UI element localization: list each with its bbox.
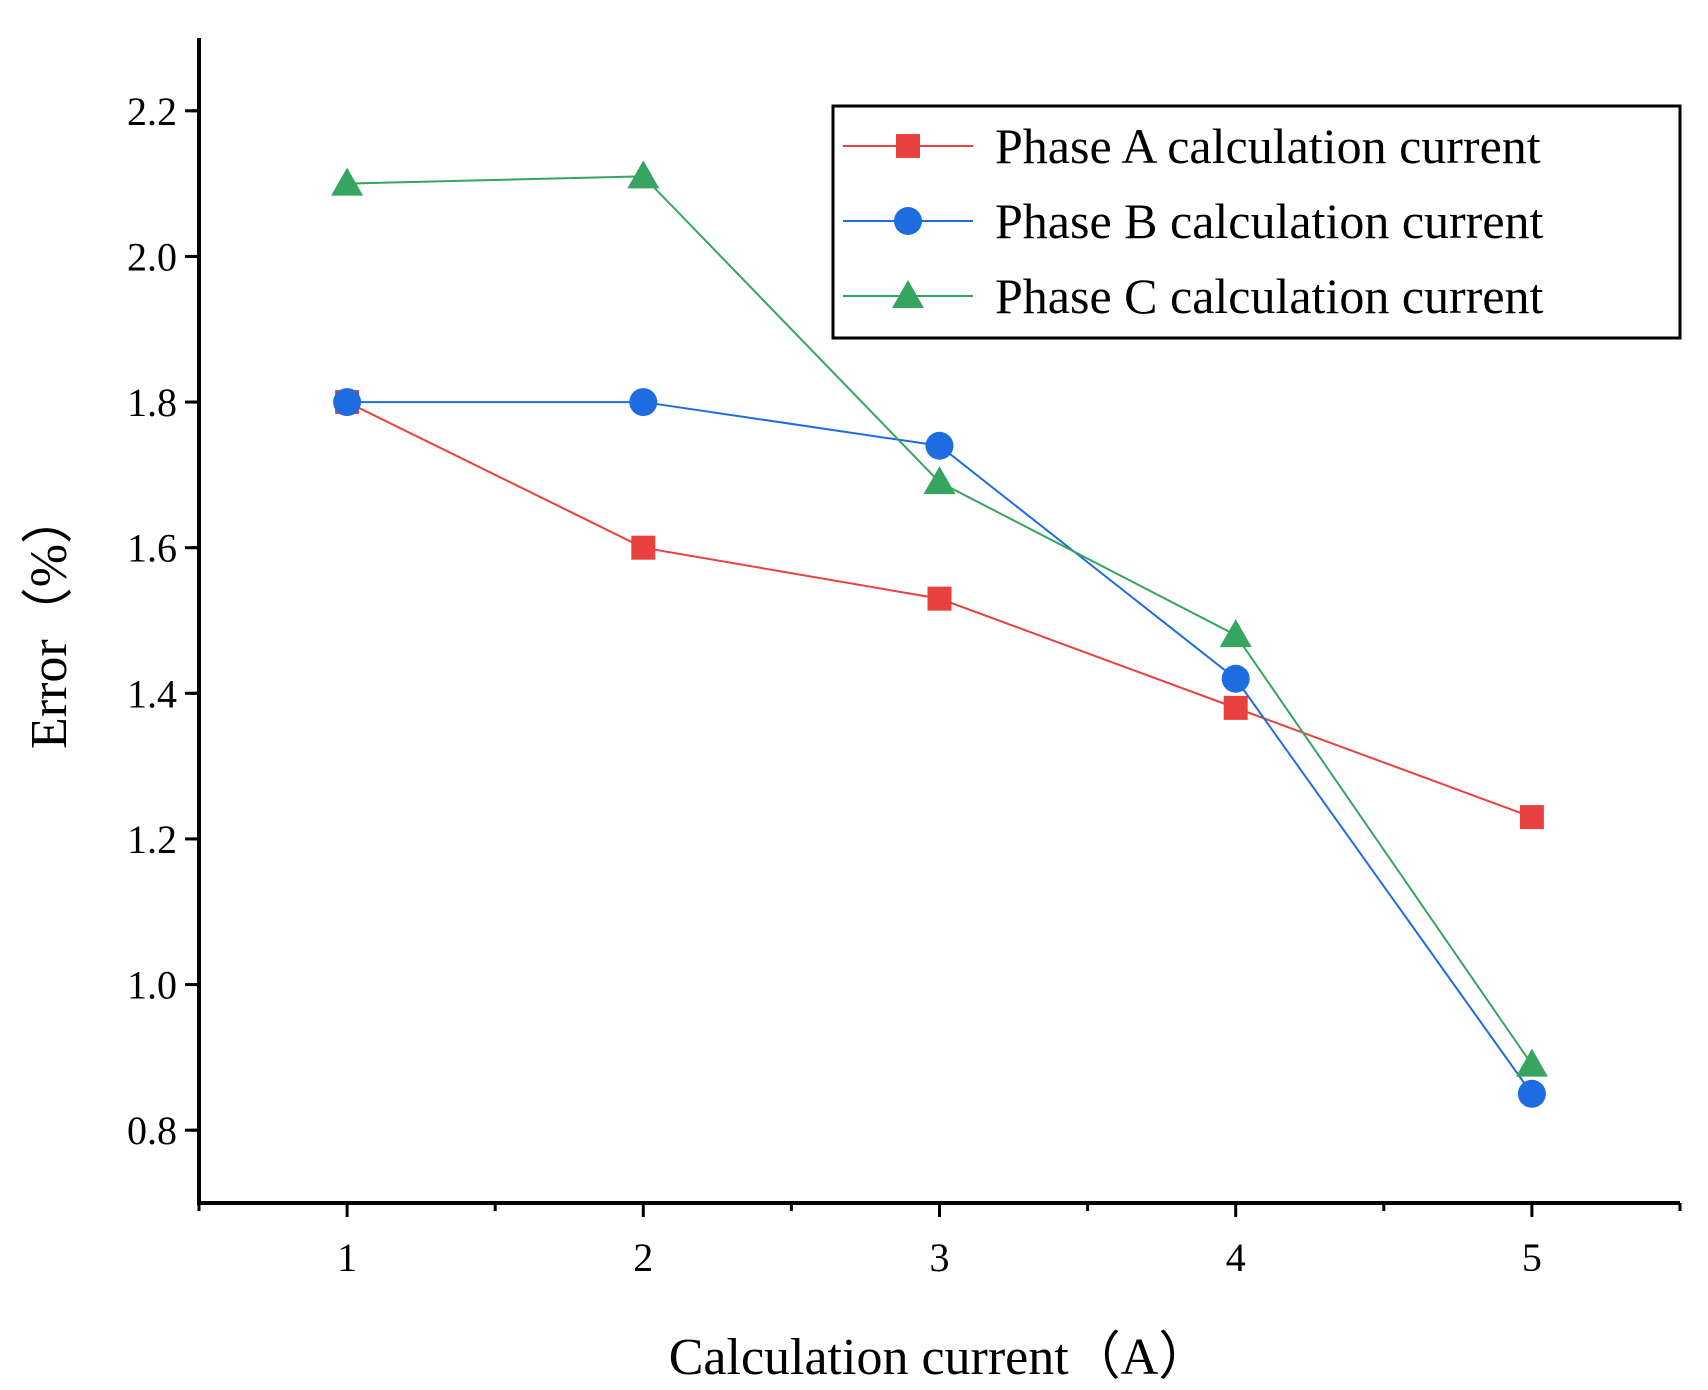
data-point xyxy=(627,160,660,189)
legend-item: Phase A calculation current xyxy=(843,118,1541,174)
data-point xyxy=(1519,805,1544,830)
data-point xyxy=(331,167,364,196)
data-point xyxy=(1219,619,1252,648)
y-tick-label: 1.2 xyxy=(127,817,177,862)
y-tick-label: 2.0 xyxy=(127,234,177,279)
y-tick-label: 0.8 xyxy=(127,1108,177,1153)
y-tick-label: 1.8 xyxy=(127,380,177,425)
data-point xyxy=(927,586,952,611)
series-line xyxy=(347,401,1533,1095)
y-tick-label: 1.0 xyxy=(127,963,177,1008)
legend-item: Phase B calculation current xyxy=(843,193,1544,249)
x-tick-label: 1 xyxy=(337,1235,357,1280)
legend-box xyxy=(831,104,1682,340)
x-tick-label: 5 xyxy=(1522,1235,1542,1280)
data-point xyxy=(333,388,362,417)
series-2 xyxy=(333,388,1546,1108)
data-point xyxy=(631,535,656,560)
legend-label: Phase A calculation current xyxy=(995,118,1541,174)
series-3 xyxy=(331,160,1548,1077)
data-point xyxy=(1517,1079,1546,1108)
y-tick-label: 1.4 xyxy=(127,671,177,716)
data-point xyxy=(923,466,956,495)
legend-label: Phase C calculation current xyxy=(995,268,1544,324)
x-tick-label: 2 xyxy=(633,1235,653,1280)
y-tick-label: 2.2 xyxy=(127,89,177,134)
legend: Phase A calculation current Phase B calcu… xyxy=(831,104,1682,340)
x-axis-title: Calculation current（A） xyxy=(669,1329,1211,1386)
y-tick-label: 1.6 xyxy=(127,526,177,571)
legend-marker xyxy=(896,134,920,158)
legend-marker xyxy=(894,207,922,235)
series-layer xyxy=(331,160,1548,1108)
legend-item: Phase C calculation current xyxy=(843,268,1544,324)
legend-label: Phase B calculation current xyxy=(995,193,1544,249)
data-point xyxy=(629,388,658,417)
axes: 0.8 1.0 1.2 1.4 1.6 1.8 2.0 2.2 1 2 3 4 5 Calculation… xyxy=(21,38,1682,1386)
y-axis-title: Error（%） xyxy=(21,492,78,749)
x-tick-label: 4 xyxy=(1226,1235,1246,1280)
data-point xyxy=(1515,1048,1548,1077)
legend-marker xyxy=(892,280,924,308)
data-point xyxy=(925,431,954,460)
data-point xyxy=(1223,695,1248,720)
data-point xyxy=(1221,664,1250,693)
x-tick-label: 3 xyxy=(930,1235,950,1280)
